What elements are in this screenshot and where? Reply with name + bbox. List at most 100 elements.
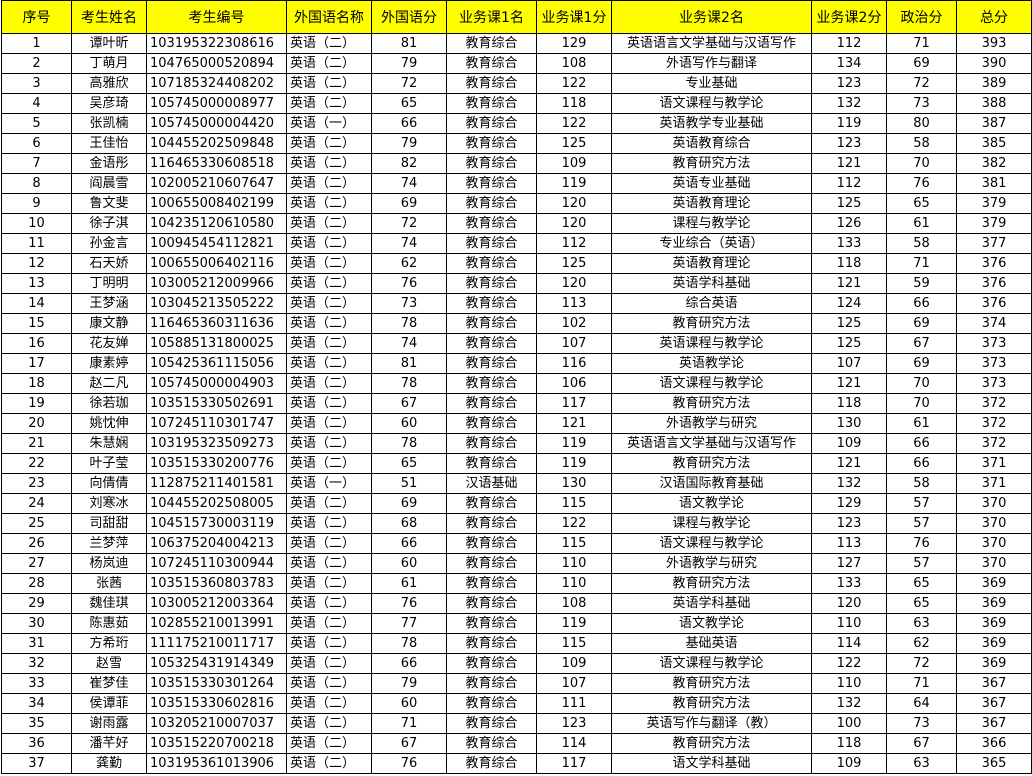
table-cell: 370 <box>956 553 1032 574</box>
table-cell: 康文静 <box>71 313 147 334</box>
table-cell: 100655008402199 <box>146 193 287 214</box>
table-cell: 118 <box>811 733 887 754</box>
table-cell: 8 <box>1 173 72 194</box>
table-cell: 115 <box>536 633 612 654</box>
table-cell: 107185324408202 <box>146 73 287 94</box>
table-cell: 金语彤 <box>71 153 147 174</box>
table-cell: 王佳怡 <box>71 133 147 154</box>
table-cell: 370 <box>956 513 1032 534</box>
table-cell: 113 <box>536 293 612 314</box>
table-cell: 赵雪 <box>71 653 147 674</box>
table-cell: 109 <box>811 433 887 454</box>
table-cell: 英语（二） <box>286 613 372 634</box>
table-cell: 英语（二） <box>286 673 372 694</box>
table-row: 12 石天娇 100655006402116 英语（二） 62 教育综合 125 英语教育理论… <box>1 253 1032 274</box>
table-row: 19 徐若珈 103515330502691 英语（二） 67 教育综合 117 教育研究方法… <box>1 393 1032 414</box>
table-row: 32 赵雪 105325431914349 英语（二） 66 教育综合 109 语文课程与教学… <box>1 653 1032 674</box>
table-cell: 76 <box>371 753 447 774</box>
table-cell: 76 <box>371 593 447 614</box>
table-cell: 58 <box>886 133 957 154</box>
table-cell: 英语（二） <box>286 193 372 214</box>
table-cell: 英语（一） <box>286 473 372 494</box>
table-cell: 132 <box>811 473 887 494</box>
table-cell: 66 <box>371 113 447 134</box>
table-cell: 2 <box>1 53 72 74</box>
table-cell: 371 <box>956 453 1032 474</box>
table-cell: 65 <box>371 453 447 474</box>
table-cell: 103515330502691 <box>146 393 287 414</box>
table-cell: 105325431914349 <box>146 653 287 674</box>
table-cell: 121 <box>811 153 887 174</box>
table-cell: 英语教育综合 <box>611 133 812 154</box>
table-cell: 英语语言文学基础与汉语写作 <box>611 33 812 54</box>
table-cell: 115 <box>536 493 612 514</box>
table-cell: 英语（二） <box>286 173 372 194</box>
table-cell: 25 <box>1 513 72 534</box>
table-cell: 潘芊好 <box>71 733 147 754</box>
table-cell: 60 <box>371 693 447 714</box>
table-cell: 66 <box>371 653 447 674</box>
table-cell: 132 <box>811 93 887 114</box>
table-cell: 102 <box>536 313 612 334</box>
table-cell: 73 <box>886 93 957 114</box>
table-cell: 80 <box>886 113 957 134</box>
table-cell: 教育研究方法 <box>611 693 812 714</box>
table-cell: 赵二凡 <box>71 373 147 394</box>
table-cell: 119 <box>536 613 612 634</box>
table-cell: 张茜 <box>71 573 147 594</box>
table-cell: 19 <box>1 393 72 414</box>
table-row: 7 金语彤 116465330608518 英语（二） 82 教育综合 109 教育研究方法 1… <box>1 153 1032 174</box>
table-row: 35 谢雨露 103205210007037 英语（二） 71 教育综合 123 英语写作与翻… <box>1 713 1032 734</box>
table-cell: 65 <box>886 193 957 214</box>
column-header: 政治分 <box>886 0 957 34</box>
table-cell: 123 <box>811 513 887 534</box>
table-cell: 英语（二） <box>286 573 372 594</box>
table-cell: 108 <box>536 53 612 74</box>
table-cell: 111 <box>536 693 612 714</box>
table-cell: 79 <box>371 673 447 694</box>
table-cell: 教育综合 <box>446 393 537 414</box>
table-cell: 27 <box>1 553 72 574</box>
table-cell: 70 <box>886 373 957 394</box>
table-cell: 102005210607647 <box>146 173 287 194</box>
table-cell: 120 <box>811 593 887 614</box>
table-cell: 367 <box>956 713 1032 734</box>
table-cell: 109 <box>811 753 887 774</box>
table-cell: 129 <box>811 493 887 514</box>
table-cell: 教育研究方法 <box>611 313 812 334</box>
table-cell: 57 <box>886 553 957 574</box>
table-cell: 教育综合 <box>446 753 537 774</box>
table-cell: 112 <box>811 33 887 54</box>
table-cell: 69 <box>886 53 957 74</box>
table-row: 27 杨岚迪 107245110300944 英语（二） 60 教育综合 110 外语教学与研… <box>1 553 1032 574</box>
table-cell: 369 <box>956 573 1032 594</box>
table-cell: 370 <box>956 493 1032 514</box>
table-cell: 丁萌月 <box>71 53 147 74</box>
table-cell: 英语（二） <box>286 133 372 154</box>
table-cell: 66 <box>886 453 957 474</box>
table-cell: 10 <box>1 213 72 234</box>
table-cell: 119 <box>536 453 612 474</box>
table-cell: 语文学科基础 <box>611 753 812 774</box>
table-cell: 122 <box>811 653 887 674</box>
table-cell: 62 <box>371 253 447 274</box>
table-cell: 379 <box>956 213 1032 234</box>
table-row: 34 侯谭菲 103515330602816 英语（二） 60 教育综合 111 教育研究方法… <box>1 693 1032 714</box>
table-cell: 104455202508005 <box>146 493 287 514</box>
table-row: 29 魏佳琪 103005212003364 英语（二） 76 教育综合 108 英语学科基础… <box>1 593 1032 614</box>
table-cell: 68 <box>371 513 447 534</box>
table-cell: 76 <box>886 173 957 194</box>
table-cell: 103515220700218 <box>146 733 287 754</box>
table-cell: 132 <box>811 693 887 714</box>
table-cell: 105885131800025 <box>146 333 287 354</box>
table-cell: 117 <box>536 393 612 414</box>
table-cell: 389 <box>956 73 1032 94</box>
table-cell: 英语（二） <box>286 633 372 654</box>
table-cell: 英语（二） <box>286 713 372 734</box>
table-row: 28 张茜 103515360803783 英语（二） 61 教育综合 110 教育研究方法 1… <box>1 573 1032 594</box>
table-cell: 教育综合 <box>446 313 537 334</box>
table-cell: 高雅欣 <box>71 73 147 94</box>
table-cell: 60 <box>371 413 447 434</box>
